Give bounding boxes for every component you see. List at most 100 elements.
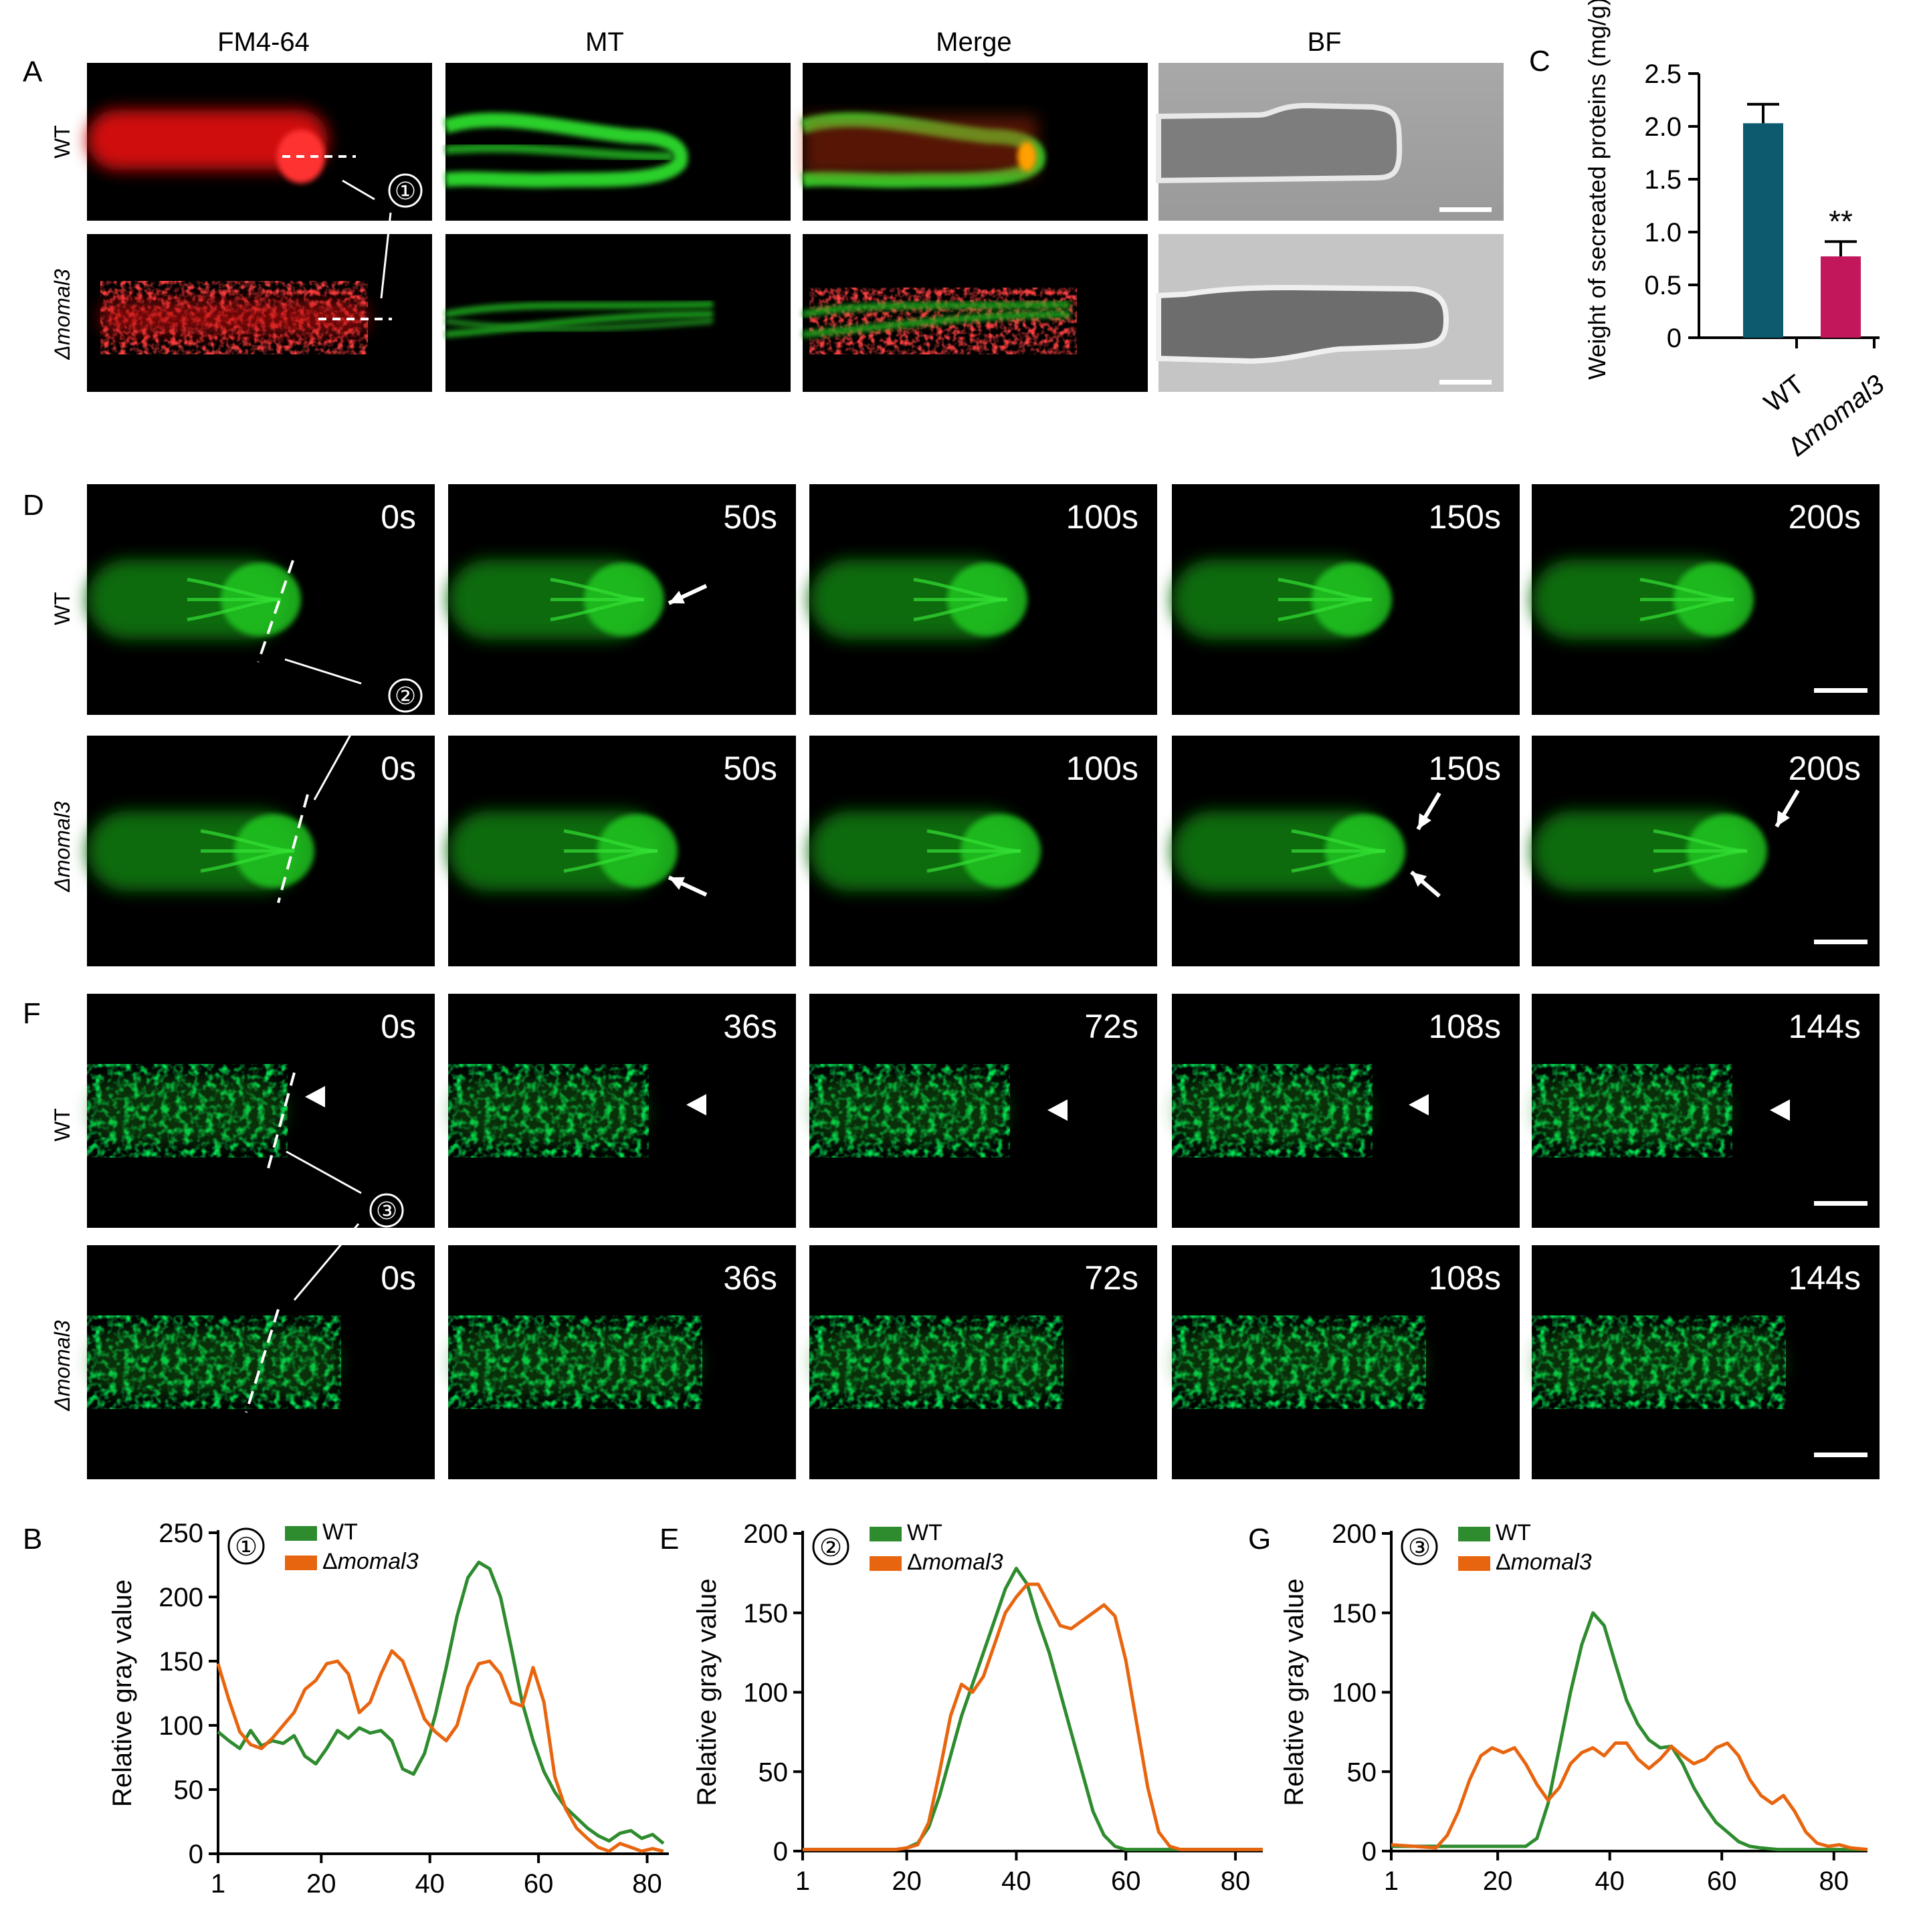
y-axis-label: Relative gray value — [108, 1580, 137, 1807]
legend-swatch — [870, 1527, 902, 1541]
series-line-momal3 — [1391, 1741, 1868, 1852]
chart-c-ylabel: Weight of secreated proteins (mg/g) — [1583, 0, 1611, 380]
legend-label: Δmomal3 — [907, 1549, 1003, 1575]
time-label: 108s — [1429, 1008, 1501, 1045]
y-tick-label: 150 — [159, 1647, 203, 1677]
time-label: 0s — [381, 498, 416, 536]
image-fm4-wt — [87, 63, 432, 221]
y-tick-label: 0.5 — [1644, 271, 1682, 300]
y-tick-label: 50 — [1347, 1757, 1377, 1787]
hypha-body — [87, 1329, 341, 1396]
x-tick-label: 20 — [892, 1866, 922, 1896]
column-header-bf: BF — [1307, 27, 1341, 57]
x-tick-label: 40 — [1001, 1866, 1031, 1896]
series-line-momal3 — [803, 1582, 1263, 1852]
x-tick-label: 80 — [1221, 1866, 1251, 1896]
gene-name: momal3 — [1511, 1549, 1592, 1575]
legend-marker: ③ — [1408, 1534, 1431, 1562]
legend-label: Δmomal3 — [322, 1549, 419, 1574]
scale-bar — [1439, 207, 1492, 212]
column-header-fm4-64: FM4-64 — [217, 27, 310, 57]
legend-label: WT — [1496, 1520, 1531, 1545]
image-merge-wt — [800, 63, 1148, 221]
image-bf-wt — [1156, 63, 1504, 221]
arrowhead-icon — [1409, 1094, 1429, 1115]
legend-label: WT — [907, 1520, 942, 1545]
y-tick-label: 150 — [1332, 1599, 1377, 1628]
legend-swatch — [1458, 1556, 1490, 1571]
legend-swatch — [1458, 1527, 1490, 1541]
x-tick-label: 80 — [1819, 1866, 1849, 1896]
x-tick-label: 60 — [524, 1869, 554, 1899]
hypha-body — [1532, 1329, 1786, 1396]
panel-letter-e: E — [660, 1523, 679, 1555]
time-label: 150s — [1429, 498, 1501, 536]
arrow-icon — [1777, 811, 1790, 827]
time-label: 200s — [1789, 498, 1861, 536]
time-label: 150s — [1429, 750, 1501, 787]
image-mt-momal3 — [445, 234, 791, 392]
x-tick-label: 20 — [1483, 1866, 1513, 1896]
gene-name: momal3 — [50, 269, 74, 345]
legend-marker: ① — [235, 1533, 258, 1562]
hypha-body — [1172, 1077, 1373, 1144]
series-line-wt — [803, 1566, 1263, 1852]
timelapse-grid-f: 0s 36s 72s 108s 144s 0s 36s 72s 108s 144s — [87, 994, 1880, 1479]
column-header-merge: Merge — [936, 27, 1011, 57]
y-tick-label: 100 — [1332, 1679, 1377, 1708]
time-label: 144s — [1789, 1008, 1861, 1045]
y-tick-label: 0 — [1667, 324, 1682, 353]
gene-name: momal3 — [1797, 369, 1890, 451]
legend-marker-circle — [1401, 1528, 1438, 1566]
line-marker-1: ① — [395, 177, 416, 205]
hypha-body — [448, 1077, 649, 1144]
delta-prefix: Δ — [907, 1549, 922, 1575]
time-label: 72s — [1084, 1259, 1138, 1297]
gene-name: momal3 — [338, 1549, 419, 1574]
linescan-f — [245, 1309, 280, 1413]
time-label: 100s — [1066, 498, 1138, 536]
time-label: 50s — [723, 750, 777, 787]
scale-bar — [1814, 940, 1867, 944]
scale-bar — [1814, 688, 1867, 693]
hypha-body — [448, 1329, 702, 1396]
microtubule — [550, 598, 645, 621]
timelapse-image: 144s — [1532, 994, 1880, 1228]
connector-line — [293, 1223, 360, 1301]
timelapse-grid-d: 0s 50s 100s 150s 200s 0s 50s 100s 150s 200s — [87, 484, 1880, 966]
scale-bar — [1814, 1201, 1867, 1206]
legend-marker: ② — [819, 1534, 842, 1562]
microtubule — [1291, 849, 1386, 873]
panel-letter-a: A — [23, 56, 43, 88]
timelapse-image: 0s — [87, 484, 435, 715]
time-label: 100s — [1066, 750, 1138, 787]
timelapse-image: 72s — [809, 994, 1157, 1228]
panel-letter-d: D — [23, 489, 44, 522]
row-label-momal3: Δmomal3 — [50, 1320, 74, 1411]
x-tick-label: 40 — [415, 1869, 445, 1899]
timelapse-image: 200s — [1532, 736, 1880, 966]
legend-label: WT — [322, 1519, 358, 1545]
microtubule — [563, 849, 658, 873]
y-tick-label: 0 — [1362, 1837, 1377, 1866]
legend-swatch — [285, 1555, 317, 1570]
timelapse-image: 72s — [809, 1245, 1157, 1479]
y-tick-label: 200 — [743, 1519, 788, 1549]
time-label: 0s — [381, 1008, 416, 1045]
legend-marker-circle — [227, 1527, 265, 1565]
timelapse-image: 0s — [87, 994, 435, 1228]
y-tick-label: 200 — [159, 1583, 203, 1612]
x-tick-label: WT — [1758, 369, 1809, 418]
timelapse-image: 150s — [1172, 736, 1520, 966]
arrowhead-icon — [686, 1094, 706, 1115]
timelapse-image: 200s — [1532, 484, 1880, 715]
panel-letter-g: G — [1248, 1523, 1271, 1555]
time-label: 108s — [1429, 1259, 1501, 1297]
y-axis-label: Relative gray value — [1280, 1578, 1309, 1806]
y-tick-label: 0 — [189, 1840, 203, 1869]
microtubule — [913, 598, 1008, 621]
y-tick-label: 2.0 — [1644, 112, 1682, 142]
timelapse-image: 0s — [87, 736, 435, 966]
